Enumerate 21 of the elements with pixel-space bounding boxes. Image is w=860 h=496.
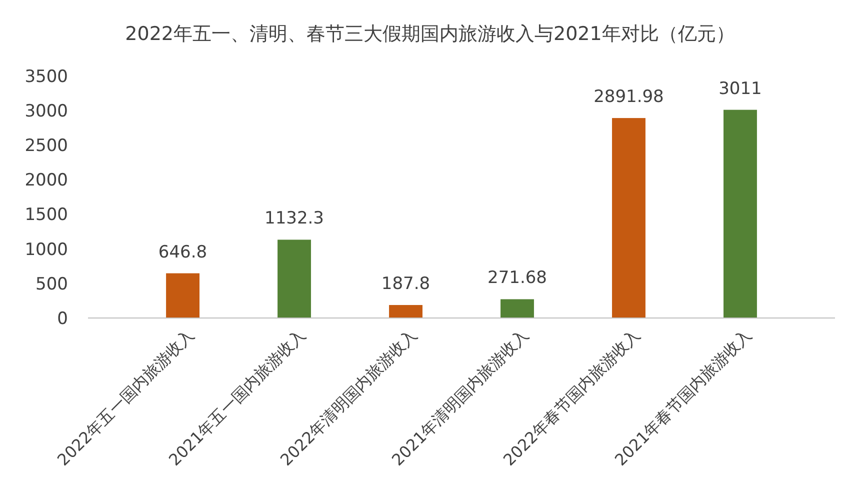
data-label: 3011 (718, 78, 762, 99)
bar (500, 299, 534, 318)
bar (166, 273, 200, 318)
y-tick-label: 1500 (24, 205, 68, 226)
y-tick-label: 3500 (24, 66, 68, 87)
data-label: 187.8 (381, 274, 430, 294)
data-label: 1132.3 (264, 208, 324, 229)
y-tick-label: 500 (36, 274, 68, 294)
bar (724, 110, 757, 318)
y-tick-label: 2000 (24, 170, 68, 191)
y-tick-label: 3000 (24, 102, 68, 122)
data-label: 271.68 (488, 268, 547, 288)
bar (612, 118, 646, 318)
y-tick-label: 1000 (24, 240, 68, 260)
data-label: 646.8 (158, 242, 208, 262)
y-tick-label: 0 (57, 308, 68, 329)
bar (278, 240, 311, 318)
chart-title: 2022年五一、清明、春节三大假期国内旅游收入与2021年对比（亿元） (125, 23, 735, 45)
bar (389, 305, 422, 318)
data-label: 2891.98 (594, 87, 664, 108)
y-tick-label: 2500 (24, 136, 68, 156)
